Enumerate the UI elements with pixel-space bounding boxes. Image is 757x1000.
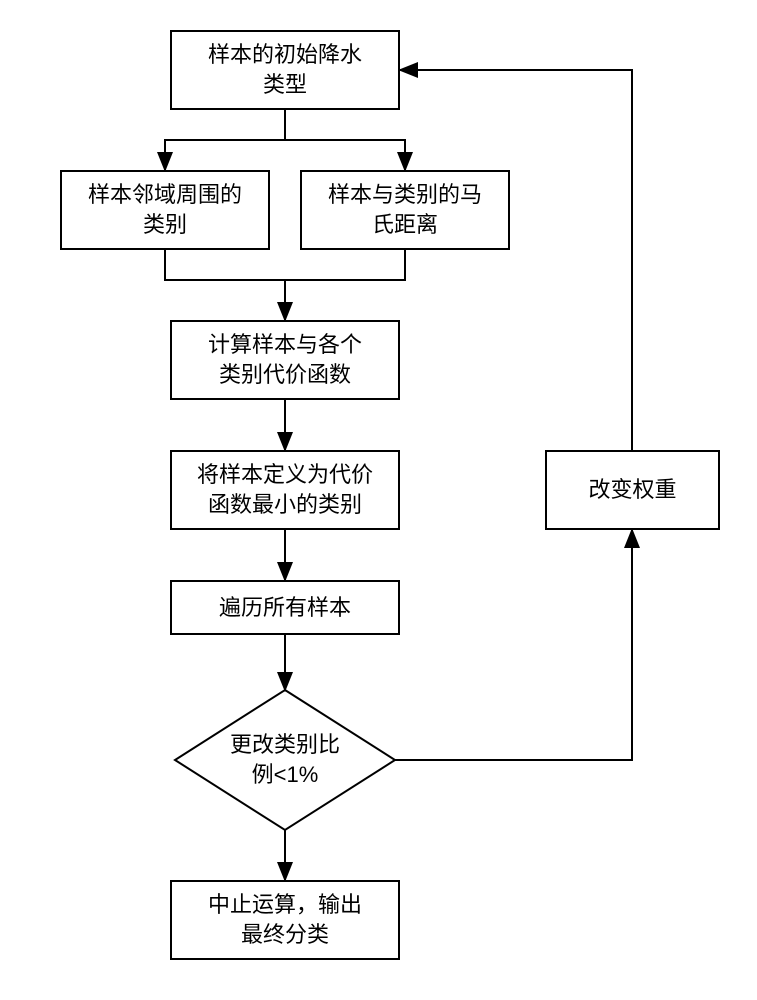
node-label-line: 计算样本与各个 xyxy=(208,330,362,360)
node-label-line: 函数最小的类别 xyxy=(197,490,373,520)
node-label-line: 样本邻域周围的 xyxy=(88,180,242,210)
node-output-final: 中止运算，输出 最终分类 xyxy=(170,880,400,960)
node-label-line: 样本的初始降水 xyxy=(208,40,362,70)
node-initial-type: 样本的初始降水 类型 xyxy=(170,30,400,110)
node-label-line: 类别代价函数 xyxy=(208,360,362,390)
node-label-line: 样本与类别的马 xyxy=(328,180,482,210)
node-label-line: 改变权重 xyxy=(588,475,676,505)
node-label-line: 中止运算，输出 xyxy=(208,890,362,920)
node-change-weight: 改变权重 xyxy=(545,450,720,530)
node-label-line: 更改类别比 xyxy=(230,730,340,760)
node-label-line: 例<1% xyxy=(230,760,340,790)
node-label-line: 遍历所有样本 xyxy=(219,593,351,623)
node-label-line: 类型 xyxy=(208,70,362,100)
node-cost-function: 计算样本与各个 类别代价函数 xyxy=(170,320,400,400)
node-label-line: 最终分类 xyxy=(208,920,362,950)
node-label-line: 将样本定义为代价 xyxy=(197,460,373,490)
node-neighborhood-class: 样本邻域周围的 类别 xyxy=(60,170,270,250)
node-label-line: 类别 xyxy=(88,210,242,240)
node-assign-min-cost: 将样本定义为代价 函数最小的类别 xyxy=(170,450,400,530)
node-traverse-all: 遍历所有样本 xyxy=(170,580,400,635)
node-label-line: 氏距离 xyxy=(328,210,482,240)
node-mahalanobis: 样本与类别的马 氏距离 xyxy=(300,170,510,250)
decision-threshold: 更改类别比 例<1% xyxy=(195,725,375,795)
